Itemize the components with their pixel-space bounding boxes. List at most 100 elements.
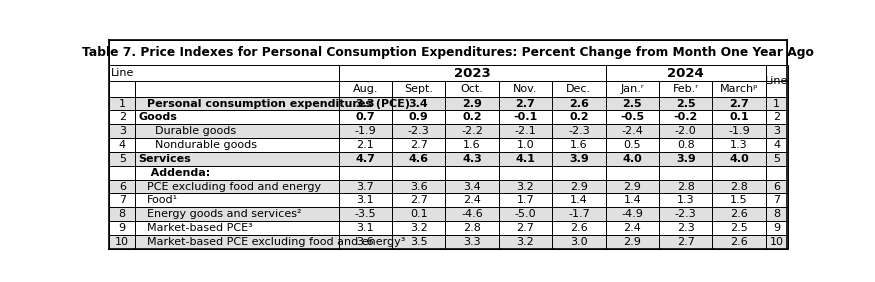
Bar bbox=[135, 180, 339, 193]
Text: Market-based PCE³: Market-based PCE³ bbox=[147, 223, 252, 233]
Text: Energy goods and services²: Energy goods and services² bbox=[147, 209, 301, 219]
Bar bbox=[659, 124, 712, 138]
Bar bbox=[606, 152, 659, 166]
Text: 2.8: 2.8 bbox=[730, 182, 748, 191]
Text: Food¹: Food¹ bbox=[147, 195, 178, 205]
Text: 3: 3 bbox=[119, 126, 126, 136]
Text: 2.7: 2.7 bbox=[516, 223, 535, 233]
Text: 3.4: 3.4 bbox=[463, 182, 481, 191]
Bar bbox=[135, 235, 339, 249]
Text: 1.4: 1.4 bbox=[623, 195, 641, 205]
Bar bbox=[552, 97, 606, 111]
Bar bbox=[135, 124, 339, 138]
Bar bbox=[606, 235, 659, 249]
Bar bbox=[392, 111, 445, 124]
Text: -2.1: -2.1 bbox=[514, 126, 536, 136]
Text: 0.8: 0.8 bbox=[677, 140, 695, 150]
Text: 3.3: 3.3 bbox=[355, 98, 375, 109]
Text: 3.6: 3.6 bbox=[410, 182, 428, 191]
Text: -2.4: -2.4 bbox=[621, 126, 643, 136]
Text: 6: 6 bbox=[119, 182, 126, 191]
Text: Durable goods: Durable goods bbox=[156, 126, 236, 136]
Bar bbox=[445, 138, 499, 152]
Bar bbox=[109, 166, 135, 180]
Text: -4.9: -4.9 bbox=[621, 209, 643, 219]
Text: Marchᵖ: Marchᵖ bbox=[719, 84, 759, 94]
Bar bbox=[135, 221, 339, 235]
Bar bbox=[552, 166, 606, 180]
Text: 7: 7 bbox=[774, 195, 780, 205]
Text: 1.4: 1.4 bbox=[570, 195, 588, 205]
Text: Market-based PCE excluding food and energy³: Market-based PCE excluding food and ener… bbox=[147, 237, 405, 247]
Bar bbox=[606, 111, 659, 124]
Text: -2.0: -2.0 bbox=[675, 126, 696, 136]
Bar bbox=[445, 166, 499, 180]
Bar bbox=[445, 124, 499, 138]
Bar bbox=[606, 193, 659, 207]
Bar bbox=[712, 193, 766, 207]
Bar bbox=[392, 138, 445, 152]
Text: 1.5: 1.5 bbox=[731, 195, 748, 205]
Text: -3.5: -3.5 bbox=[354, 209, 376, 219]
Bar bbox=[499, 111, 552, 124]
Text: 3.6: 3.6 bbox=[356, 237, 374, 247]
Text: 2: 2 bbox=[774, 112, 780, 122]
Bar bbox=[135, 152, 339, 166]
Text: 3.9: 3.9 bbox=[569, 154, 589, 164]
Bar bbox=[135, 138, 339, 152]
Text: 9: 9 bbox=[774, 223, 780, 233]
Text: 2.6: 2.6 bbox=[569, 98, 589, 109]
Bar bbox=[339, 138, 392, 152]
Bar bbox=[499, 235, 552, 249]
Bar bbox=[339, 180, 392, 193]
Bar bbox=[392, 81, 445, 97]
Bar bbox=[445, 152, 499, 166]
Bar bbox=[339, 221, 392, 235]
Bar bbox=[712, 138, 766, 152]
Text: 0.2: 0.2 bbox=[462, 112, 482, 122]
Text: 2.4: 2.4 bbox=[623, 223, 641, 233]
Bar bbox=[445, 193, 499, 207]
Text: Nov.: Nov. bbox=[514, 84, 538, 94]
Bar bbox=[392, 152, 445, 166]
Text: 8: 8 bbox=[119, 209, 126, 219]
Bar bbox=[659, 152, 712, 166]
Bar bbox=[109, 221, 135, 235]
Text: -0.1: -0.1 bbox=[514, 112, 537, 122]
Bar bbox=[499, 221, 552, 235]
Bar bbox=[552, 111, 606, 124]
Bar bbox=[606, 65, 766, 81]
Text: 4.1: 4.1 bbox=[515, 154, 536, 164]
Bar bbox=[445, 207, 499, 221]
Bar bbox=[109, 138, 135, 152]
Text: 3.3: 3.3 bbox=[463, 237, 481, 247]
Bar bbox=[659, 207, 712, 221]
Text: 0.7: 0.7 bbox=[355, 112, 375, 122]
Text: 2.8: 2.8 bbox=[676, 182, 695, 191]
Text: 2.7: 2.7 bbox=[410, 140, 428, 150]
Text: 0.2: 0.2 bbox=[569, 112, 589, 122]
Bar bbox=[712, 235, 766, 249]
Text: 1.6: 1.6 bbox=[463, 140, 481, 150]
Bar bbox=[135, 111, 339, 124]
Text: 2.3: 2.3 bbox=[677, 223, 695, 233]
Text: -5.0: -5.0 bbox=[514, 209, 536, 219]
Text: 2.6: 2.6 bbox=[570, 223, 588, 233]
Text: Jan.ʳ: Jan.ʳ bbox=[620, 84, 644, 94]
Bar bbox=[552, 138, 606, 152]
Bar bbox=[766, 81, 788, 97]
Text: 0.5: 0.5 bbox=[624, 140, 641, 150]
Text: -2.3: -2.3 bbox=[568, 126, 590, 136]
Bar bbox=[659, 221, 712, 235]
Bar bbox=[445, 81, 499, 97]
Bar bbox=[135, 81, 339, 97]
Bar bbox=[445, 235, 499, 249]
Bar bbox=[606, 180, 659, 193]
Text: 6: 6 bbox=[774, 182, 780, 191]
Text: 2.7: 2.7 bbox=[515, 98, 536, 109]
Bar bbox=[339, 81, 392, 97]
Text: -0.2: -0.2 bbox=[674, 112, 698, 122]
Bar bbox=[392, 193, 445, 207]
Text: 8: 8 bbox=[774, 209, 780, 219]
Bar bbox=[499, 152, 552, 166]
